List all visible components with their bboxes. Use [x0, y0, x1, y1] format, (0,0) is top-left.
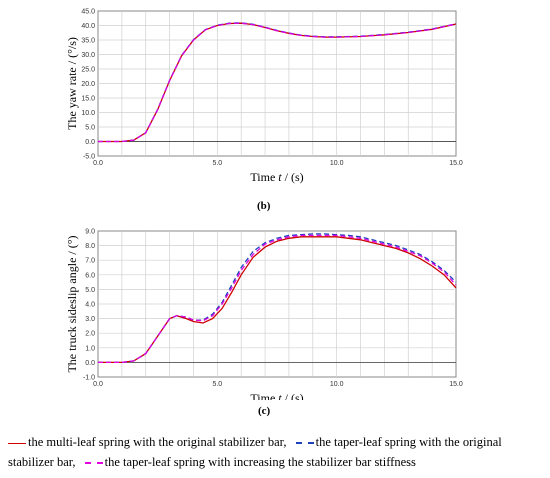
legend: the multi-leaf spring with the original … — [8, 432, 548, 472]
sideslip-ytick-label: 1.0 — [85, 345, 95, 352]
sideslip-xtick-label: 5.0 — [212, 381, 222, 388]
sideslip-ytick-label: 7.0 — [85, 258, 95, 265]
sideslip-ytick-label: 0.0 — [85, 360, 95, 367]
sideslip-xlabel: Time t / (s) — [250, 391, 303, 400]
sideslip-series-multi-leaf — [98, 236, 457, 364]
yaw-ytick-label: 30.0 — [81, 52, 95, 59]
panel-label-b: (b) — [257, 200, 271, 212]
legend-item-taper-leaf: the taper-leaf spring with the original … — [8, 435, 502, 469]
yaw-series-taper-leaf-stiff — [98, 22, 457, 143]
yaw-xlabel: Time t / (s) — [250, 170, 303, 184]
yaw-xtick-label: 0.0 — [93, 160, 103, 167]
sideslip-series-taper-leaf-stiff — [98, 234, 457, 364]
sideslip-ytick-label: 2.0 — [85, 331, 95, 338]
yaw-ytick-label: 40.0 — [81, 23, 95, 30]
panel-label-c: (c) — [258, 405, 271, 417]
sideslip-ylabel: The truck sideslip angle / (°) — [65, 235, 79, 372]
yaw-ytick-label: 20.0 — [81, 81, 95, 88]
sideslip-ytick-label: 6.0 — [85, 272, 95, 279]
sideslip-xtick-label: 10.0 — [330, 381, 344, 388]
yaw-ytick-label: 10.0 — [81, 110, 95, 117]
yaw-ytick-label: 35.0 — [81, 38, 95, 45]
legend-swatch-taper-leaf — [295, 442, 314, 444]
legend-swatch-multi-leaf — [8, 443, 26, 444]
yaw-ytick-label: 5.0 — [85, 125, 95, 132]
yaw-ylabel: The yaw rate / (°/s) — [65, 37, 79, 130]
legend-item-taper-leaf-stiff: the taper-leaf spring with increasing th… — [104, 455, 416, 469]
sideslip-ytick-label: 9.0 — [85, 229, 95, 236]
legend-swatch-taper-leaf-stiff — [84, 462, 103, 464]
yaw-xtick-label: 10.0 — [330, 160, 344, 167]
sideslip-ytick-label: 4.0 — [85, 302, 95, 309]
yaw-ytick-label: -5.0 — [83, 154, 95, 161]
sideslip-ytick-label: 5.0 — [85, 287, 95, 294]
yaw-ytick-label: 0.0 — [85, 139, 95, 146]
sideslip-series-taper-leaf — [98, 233, 457, 364]
sideslip-ytick-label: 3.0 — [85, 316, 95, 323]
yaw-xtick-label: 15.0 — [449, 160, 463, 167]
sideslip-angle-chart: -1.00.01.02.03.04.05.06.07.08.09.00.0 5.0… — [65, 229, 463, 401]
sideslip-ytick-label: 8.0 — [85, 243, 95, 250]
sideslip-xtick-label: 0.0 — [93, 381, 103, 388]
legend-item-multi-leaf: the multi-leaf spring with the original … — [28, 435, 287, 449]
sideslip-ytick-label: -1.0 — [83, 375, 95, 382]
yaw-rate-chart: -5.00.05.010.015.020.025.030.035.040.045… — [65, 9, 463, 185]
yaw-ytick-label: 45.0 — [81, 9, 95, 16]
yaw-xtick-label: 5.0 — [212, 160, 222, 167]
sideslip-xtick-label: 15.0 — [449, 381, 463, 388]
yaw-ytick-label: 15.0 — [81, 96, 95, 103]
yaw-ytick-label: 25.0 — [81, 67, 95, 74]
